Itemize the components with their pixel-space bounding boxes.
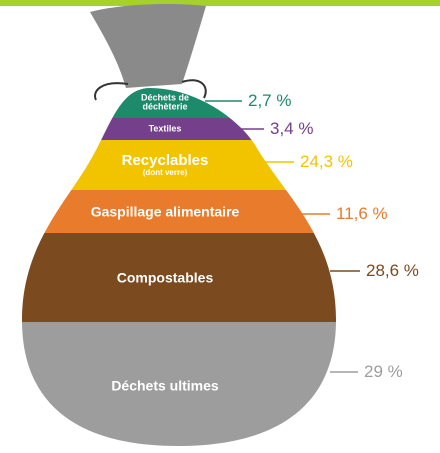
category-name: Déchets de déchèterie — [140, 92, 190, 112]
bag-layer — [22, 88, 336, 118]
category-label: Recyclables (dont verre) — [35, 153, 295, 177]
bag-neck — [90, 4, 206, 88]
value-label: 2,7 % — [248, 91, 292, 110]
category-label: Déchets de déchèterie — [130, 92, 200, 113]
value-label: 29 % — [364, 362, 403, 381]
category-name: Gaspillage alimentaire — [90, 203, 240, 220]
category-label: Compostables — [35, 270, 295, 285]
category-label: Textiles — [35, 124, 295, 133]
category-label: Déchets ultimes — [35, 377, 295, 394]
category-label: Gaspillage alimentaire — [35, 204, 295, 219]
leader-lines — [205, 100, 360, 373]
value-label: 3,4 % — [270, 119, 314, 138]
bag-layer — [22, 233, 336, 322]
category-name: Compostables — [116, 269, 214, 286]
category-note: (dont verre) — [142, 167, 188, 177]
category-name: Textiles — [148, 123, 182, 134]
value-label: 28,6 % — [366, 261, 419, 280]
value-label: 11,6 % — [336, 204, 388, 223]
top-bar — [0, 0, 440, 6]
category-name: Recyclables — [121, 151, 209, 169]
value-label: 24,3 % — [300, 152, 353, 171]
bag-layer — [22, 190, 336, 233]
bag-tie — [94, 79, 207, 101]
category-name: Déchets ultimes — [111, 377, 219, 394]
